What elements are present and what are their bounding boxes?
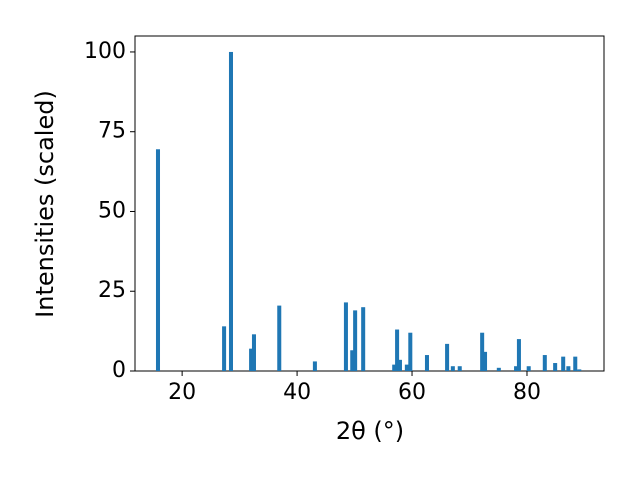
x-tick-label: 40	[283, 380, 311, 405]
bar	[408, 332, 413, 371]
bar	[480, 332, 485, 371]
x-tick-label: 80	[513, 380, 541, 405]
bar	[483, 351, 488, 371]
x-tick-label: 60	[398, 380, 426, 405]
bar	[450, 366, 455, 371]
bar	[353, 310, 358, 371]
bar	[516, 339, 521, 371]
bar	[343, 302, 348, 371]
bar	[249, 348, 254, 371]
bar	[228, 51, 233, 371]
bar	[277, 305, 282, 371]
bar	[445, 343, 450, 371]
bar	[457, 366, 462, 371]
bar	[404, 364, 409, 371]
y-tick-label: 25	[98, 278, 126, 303]
bar	[566, 366, 571, 371]
bar	[526, 366, 531, 371]
bar	[312, 361, 317, 371]
y-tick-label: 100	[84, 39, 126, 64]
plot-frame	[134, 35, 605, 372]
bar	[577, 369, 582, 371]
y-tick-label: 0	[112, 358, 126, 383]
bar	[514, 366, 519, 371]
bar	[424, 355, 429, 371]
x-axis-label: 2θ (°)	[336, 417, 404, 445]
bar	[553, 363, 558, 371]
x-tick-label: 20	[168, 380, 196, 405]
y-tick-label: 50	[98, 198, 126, 223]
bar	[222, 326, 227, 371]
bar	[392, 364, 397, 371]
bar	[251, 334, 256, 371]
bar	[397, 359, 402, 371]
bar	[395, 329, 400, 371]
bar	[542, 355, 547, 371]
bar	[155, 149, 161, 371]
bar	[496, 367, 501, 371]
y-axis-label: Intensities (scaled)	[31, 90, 59, 318]
bar	[573, 356, 578, 371]
bar	[561, 356, 566, 371]
bar	[350, 350, 355, 371]
y-tick-label: 75	[98, 119, 126, 144]
bar	[361, 307, 366, 371]
